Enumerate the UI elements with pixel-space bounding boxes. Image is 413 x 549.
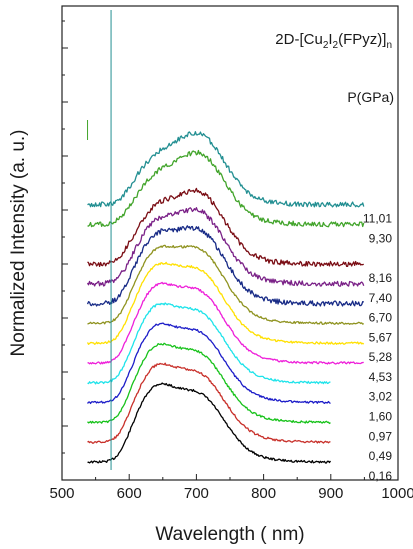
legend-title: P(GPa)	[347, 89, 394, 105]
pressure-label: 1,60	[369, 410, 393, 424]
pressure-label: 5,67	[369, 330, 393, 344]
spectra-series	[86, 10, 365, 470]
spectrum-1-60-gpa	[87, 322, 331, 405]
pressure-label: 8,16	[369, 271, 393, 285]
pressure-label: 7,40	[369, 291, 393, 305]
spectrum-5-67-gpa	[87, 244, 365, 325]
x-tick-label: 500	[49, 485, 74, 502]
spectrum-0-97-gpa	[87, 342, 331, 425]
spectrum-9-30-gpa	[87, 149, 365, 228]
pressure-label: 6,70	[369, 311, 393, 325]
spectrum-5-28-gpa	[86, 261, 365, 345]
y-axis-title: Normalized Intensity (a. u.)	[8, 129, 29, 356]
pressure-label: 9,30	[369, 231, 393, 245]
plot-frame: 500 600 700 800 900 1000	[49, 5, 413, 502]
pressure-label: 5,28	[369, 350, 393, 364]
x-tick-label: 600	[117, 485, 142, 502]
x-tick-label: 800	[251, 485, 276, 502]
spectrum-0-49-gpa	[87, 362, 331, 444]
spectrum-8-16-gpa	[87, 187, 364, 268]
pressure-labels: 0,16 0,49 0,97 1,60 3,02 4,53 5,28 5,67 6,70 7,40…	[363, 212, 392, 483]
pressure-label: 0,97	[369, 429, 393, 443]
x-axis-title: Wavelength ( nm)	[155, 524, 304, 545]
spectrum-0-16-gpa	[87, 382, 332, 464]
spectrum-7-40-gpa	[86, 207, 365, 287]
x-tick-label: 700	[184, 485, 209, 502]
pressure-label: 3,02	[369, 390, 393, 404]
pressure-label: 0,49	[369, 449, 393, 463]
spectrum-3-02-gpa	[87, 302, 331, 385]
spectrum-6-70-gpa	[86, 225, 365, 307]
pressure-label: 0,16	[369, 469, 393, 483]
x-tick-label: 900	[318, 485, 343, 502]
spectrum-11-01-gpa	[87, 131, 365, 208]
spectrum-4-53-gpa	[87, 281, 364, 365]
pressure-label: 4,53	[369, 370, 393, 384]
x-tick-label: 1000	[381, 485, 413, 502]
pressure-label: 11,01	[363, 212, 392, 226]
chart-title: 2D-[Cu2I2(FPyz)]n	[275, 31, 392, 51]
